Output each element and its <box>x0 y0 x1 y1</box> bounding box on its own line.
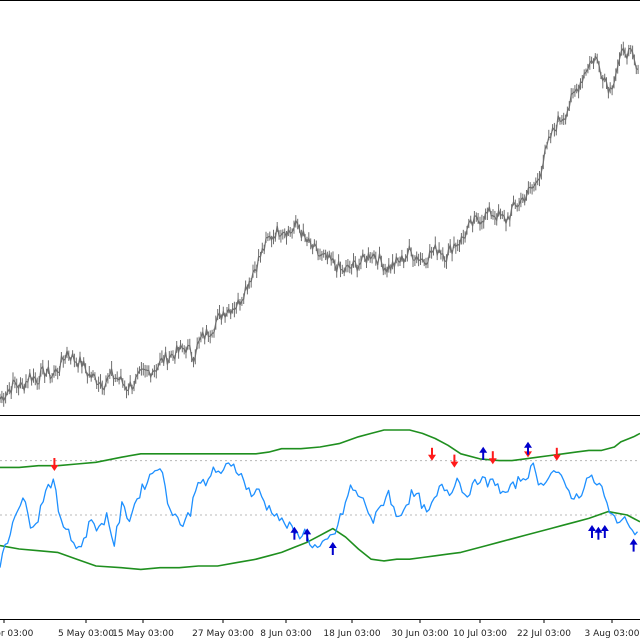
oscillator-line <box>0 462 638 568</box>
sell-signal-arrow <box>488 451 497 465</box>
buy-signal-arrow <box>328 542 337 555</box>
x-tick-label: 5 May 03:00 <box>58 629 114 639</box>
buy-signal-arrow <box>588 525 596 538</box>
x-tick-label: 23 Apr 03:00 <box>0 629 34 639</box>
x-tick-label: 30 Jun 03:00 <box>391 629 448 639</box>
buy-signal-arrow <box>303 528 312 542</box>
sell-signal-arrow <box>450 454 459 468</box>
buy-signal-arrow <box>524 441 532 455</box>
sell-signal-arrow <box>428 447 436 461</box>
upper-band-line <box>0 429 640 469</box>
buy-signal-arrow <box>629 538 638 552</box>
buy-signal-arrow <box>479 446 488 460</box>
indicator-panel <box>0 429 640 571</box>
x-tick-label: 22 Jul 03:00 <box>517 629 571 639</box>
x-tick-label: 15 May 03:00 <box>112 629 174 639</box>
x-tick-label: 8 Jun 03:00 <box>260 629 312 639</box>
buy-signal-arrow <box>594 526 603 540</box>
buy-signal-arrow <box>600 525 609 538</box>
sell-signal-arrow <box>50 458 59 471</box>
lower-band-line <box>0 510 640 571</box>
sell-signal-arrow <box>552 447 561 461</box>
x-tick-label: 18 Jun 03:00 <box>323 629 380 639</box>
x-tick-label: 27 May 03:00 <box>192 629 254 639</box>
x-tick-label: 10 Jul 03:00 <box>453 629 507 639</box>
x-tick-label: 3 Aug 03:00 <box>585 629 640 639</box>
price-panel <box>0 41 639 407</box>
buy-signal-arrow <box>290 526 299 540</box>
